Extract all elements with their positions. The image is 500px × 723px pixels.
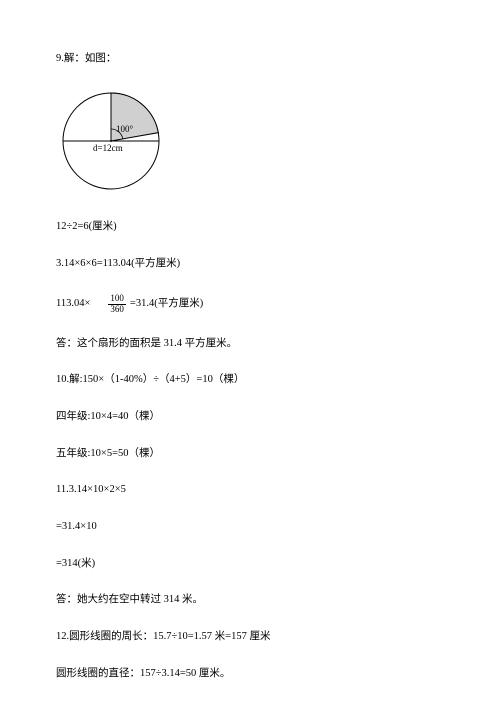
q9-answer: 答：这个扇形的面积是 31.4 平方厘米。 <box>56 337 444 352</box>
q11-answer: 答：她大约在空中转过 314 米。 <box>56 593 444 608</box>
fraction-numerator: 100 <box>108 294 126 305</box>
q9-step1: 12÷2=6(厘米) <box>56 220 444 235</box>
q9-header: 9.解：如图： <box>56 52 444 67</box>
fraction: 100 360 <box>108 294 126 315</box>
q9-diagram: 100° d=12cm <box>56 89 444 199</box>
q12-l1: 12.圆形线圈的周长：15.7÷10=1.57 米=157 厘米 <box>56 630 444 645</box>
q9-step3: 113.04× 100 360 =31.4(平方厘米) <box>56 294 444 315</box>
center-dot <box>110 140 112 142</box>
q10-l1: 10.解:150×（1-40%）÷（4+5）=10（棵） <box>56 373 444 388</box>
q10-l2: 四年级:10×4=40（棵） <box>56 410 444 425</box>
q11-l3: =314(米) <box>56 557 444 572</box>
q11-l2: =31.4×10 <box>56 520 444 535</box>
q12-l2: 圆形线圈的直径：157÷3.14=50 厘米。 <box>56 667 444 682</box>
q9-step2: 3.14×6×6=113.04(平方厘米) <box>56 257 444 272</box>
diameter-label: d=12cm <box>93 143 123 153</box>
document-page: 9.解：如图： 100° d=12cm 12÷2=6(厘米) 3.14×6×6=… <box>0 0 500 723</box>
fraction-denominator: 360 <box>108 305 126 315</box>
q10-l3: 五年级:10×5=50（棵） <box>56 447 444 462</box>
q11-l1: 11.3.14×10×2×5 <box>56 483 444 498</box>
q9-step3-prefix: 113.04× <box>56 297 90 312</box>
angle-label: 100° <box>116 124 134 134</box>
q9-step3-suffix: =31.4(平方厘米) <box>130 297 203 312</box>
